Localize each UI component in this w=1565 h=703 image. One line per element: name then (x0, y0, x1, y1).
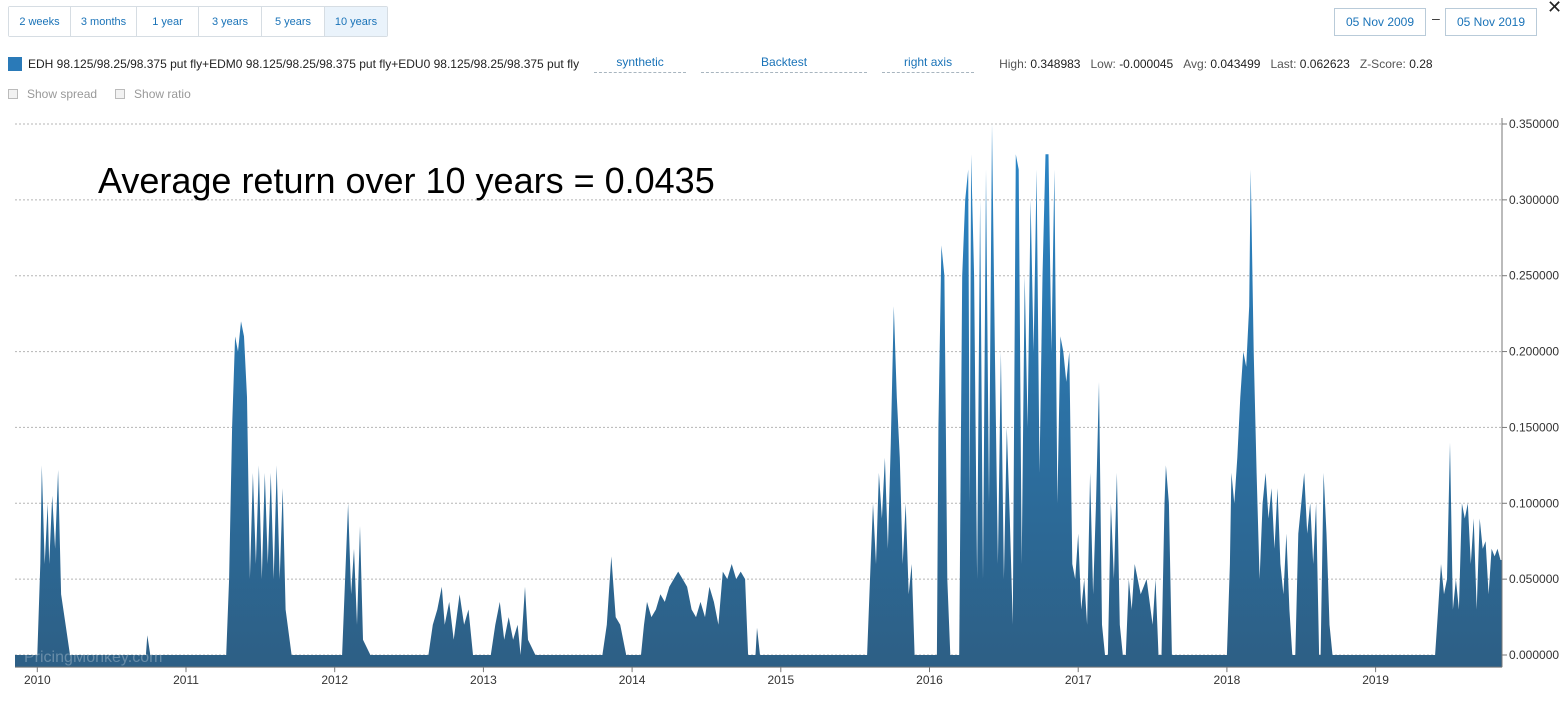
x-tick-label: 2015 (767, 673, 794, 687)
x-tick-label: 2017 (1065, 673, 1092, 687)
date-range-separator: – (1432, 10, 1440, 26)
stat-last: Last: 0.062623 (1270, 57, 1350, 71)
stat-low: Low: -0.000045 (1090, 57, 1174, 71)
x-tick-label: 2010 (24, 673, 51, 687)
y-tick-label: 0.000000 (1509, 648, 1559, 662)
show-spread-toggle[interactable]: Show spread (8, 87, 97, 101)
series-area[interactable] (15, 124, 1502, 668)
x-axis-ticks: 2010 2011 2012 2013 2014 2015 2016 2017 2018 2019 (24, 667, 1389, 687)
show-ratio-checkbox[interactable] (115, 89, 126, 99)
x-tick-label: 2018 (1214, 673, 1241, 687)
x-tick-label: 2014 (619, 673, 646, 687)
range-5-years-button[interactable]: 5 years (262, 7, 325, 36)
show-ratio-toggle[interactable]: Show ratio (115, 87, 191, 101)
show-ratio-label: Show ratio (134, 87, 191, 101)
show-spread-label: Show spread (27, 87, 98, 101)
x-tick-label: 2011 (173, 673, 199, 687)
chart-toggles: Show spread Show ratio (8, 87, 209, 101)
x-tick-label: 2016 (916, 673, 943, 687)
range-3-months-button[interactable]: 3 months (71, 7, 137, 36)
chart-annotation: Average return over 10 years = 0.0435 (98, 160, 715, 201)
y-tick-label: 0.300000 (1509, 193, 1559, 207)
series-name[interactable]: EDH 98.125/98.25/98.375 put fly+EDM0 98.… (28, 57, 580, 71)
y-tick-label: 0.150000 (1509, 420, 1559, 434)
stat-high: High: 0.348983 (999, 57, 1081, 71)
start-date-input[interactable]: 05 Nov 2009 (1334, 8, 1426, 36)
range-10-years-button[interactable]: 10 years (325, 7, 387, 36)
legend-row: EDH 98.125/98.25/98.375 put fly+EDM0 98.… (8, 54, 1433, 74)
x-tick-label: 2019 (1362, 673, 1389, 687)
y-tick-label: 0.350000 (1509, 117, 1559, 131)
y-tick-label: 0.200000 (1509, 345, 1559, 359)
range-2-weeks-button[interactable]: 2 weeks (9, 7, 71, 36)
y-tick-label: 0.100000 (1509, 496, 1559, 510)
x-tick-label: 2012 (321, 673, 348, 687)
stat-avg: Avg: 0.043499 (1183, 57, 1261, 71)
series-color-swatch[interactable] (8, 57, 22, 71)
y-tick-label: 0.050000 (1509, 572, 1559, 586)
x-tick-label: 2013 (470, 673, 497, 687)
show-spread-checkbox[interactable] (8, 89, 18, 99)
range-3-years-button[interactable]: 3 years (199, 7, 262, 36)
end-date-input[interactable]: 05 Nov 2019 (1445, 8, 1537, 36)
range-1-year-button[interactable]: 1 year (137, 7, 199, 36)
y-axis-ticks: 0.350000 0.300000 0.250000 0.200000 0.150000… (1502, 117, 1559, 662)
synthetic-dropdown[interactable]: synthetic (594, 55, 687, 73)
close-icon[interactable]: ✕ (1547, 0, 1563, 17)
watermark-text: PricingMonkey.com (24, 649, 162, 666)
range-selector: 2 weeks 3 months 1 year 3 years 5 years … (8, 6, 388, 37)
stat-zscore: Z-Score: 0.28 (1359, 57, 1433, 71)
backtest-dropdown[interactable]: Backtest (701, 55, 868, 73)
y-tick-label: 0.250000 (1509, 269, 1559, 283)
axis-dropdown[interactable]: right axis (882, 55, 975, 73)
